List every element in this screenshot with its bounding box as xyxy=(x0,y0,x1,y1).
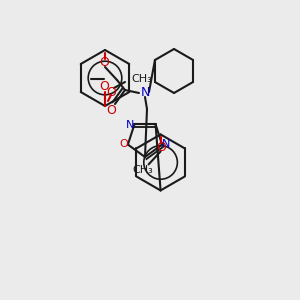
Text: O: O xyxy=(157,141,166,154)
Text: O: O xyxy=(106,103,116,116)
Text: O: O xyxy=(99,80,109,92)
Text: N: N xyxy=(126,120,135,130)
Text: O: O xyxy=(119,139,128,148)
Text: O: O xyxy=(99,56,109,70)
Text: O: O xyxy=(106,85,116,98)
Text: CH₃: CH₃ xyxy=(132,165,153,176)
Text: CH₃: CH₃ xyxy=(131,74,152,84)
Text: N: N xyxy=(162,139,170,148)
Text: N: N xyxy=(140,86,150,100)
